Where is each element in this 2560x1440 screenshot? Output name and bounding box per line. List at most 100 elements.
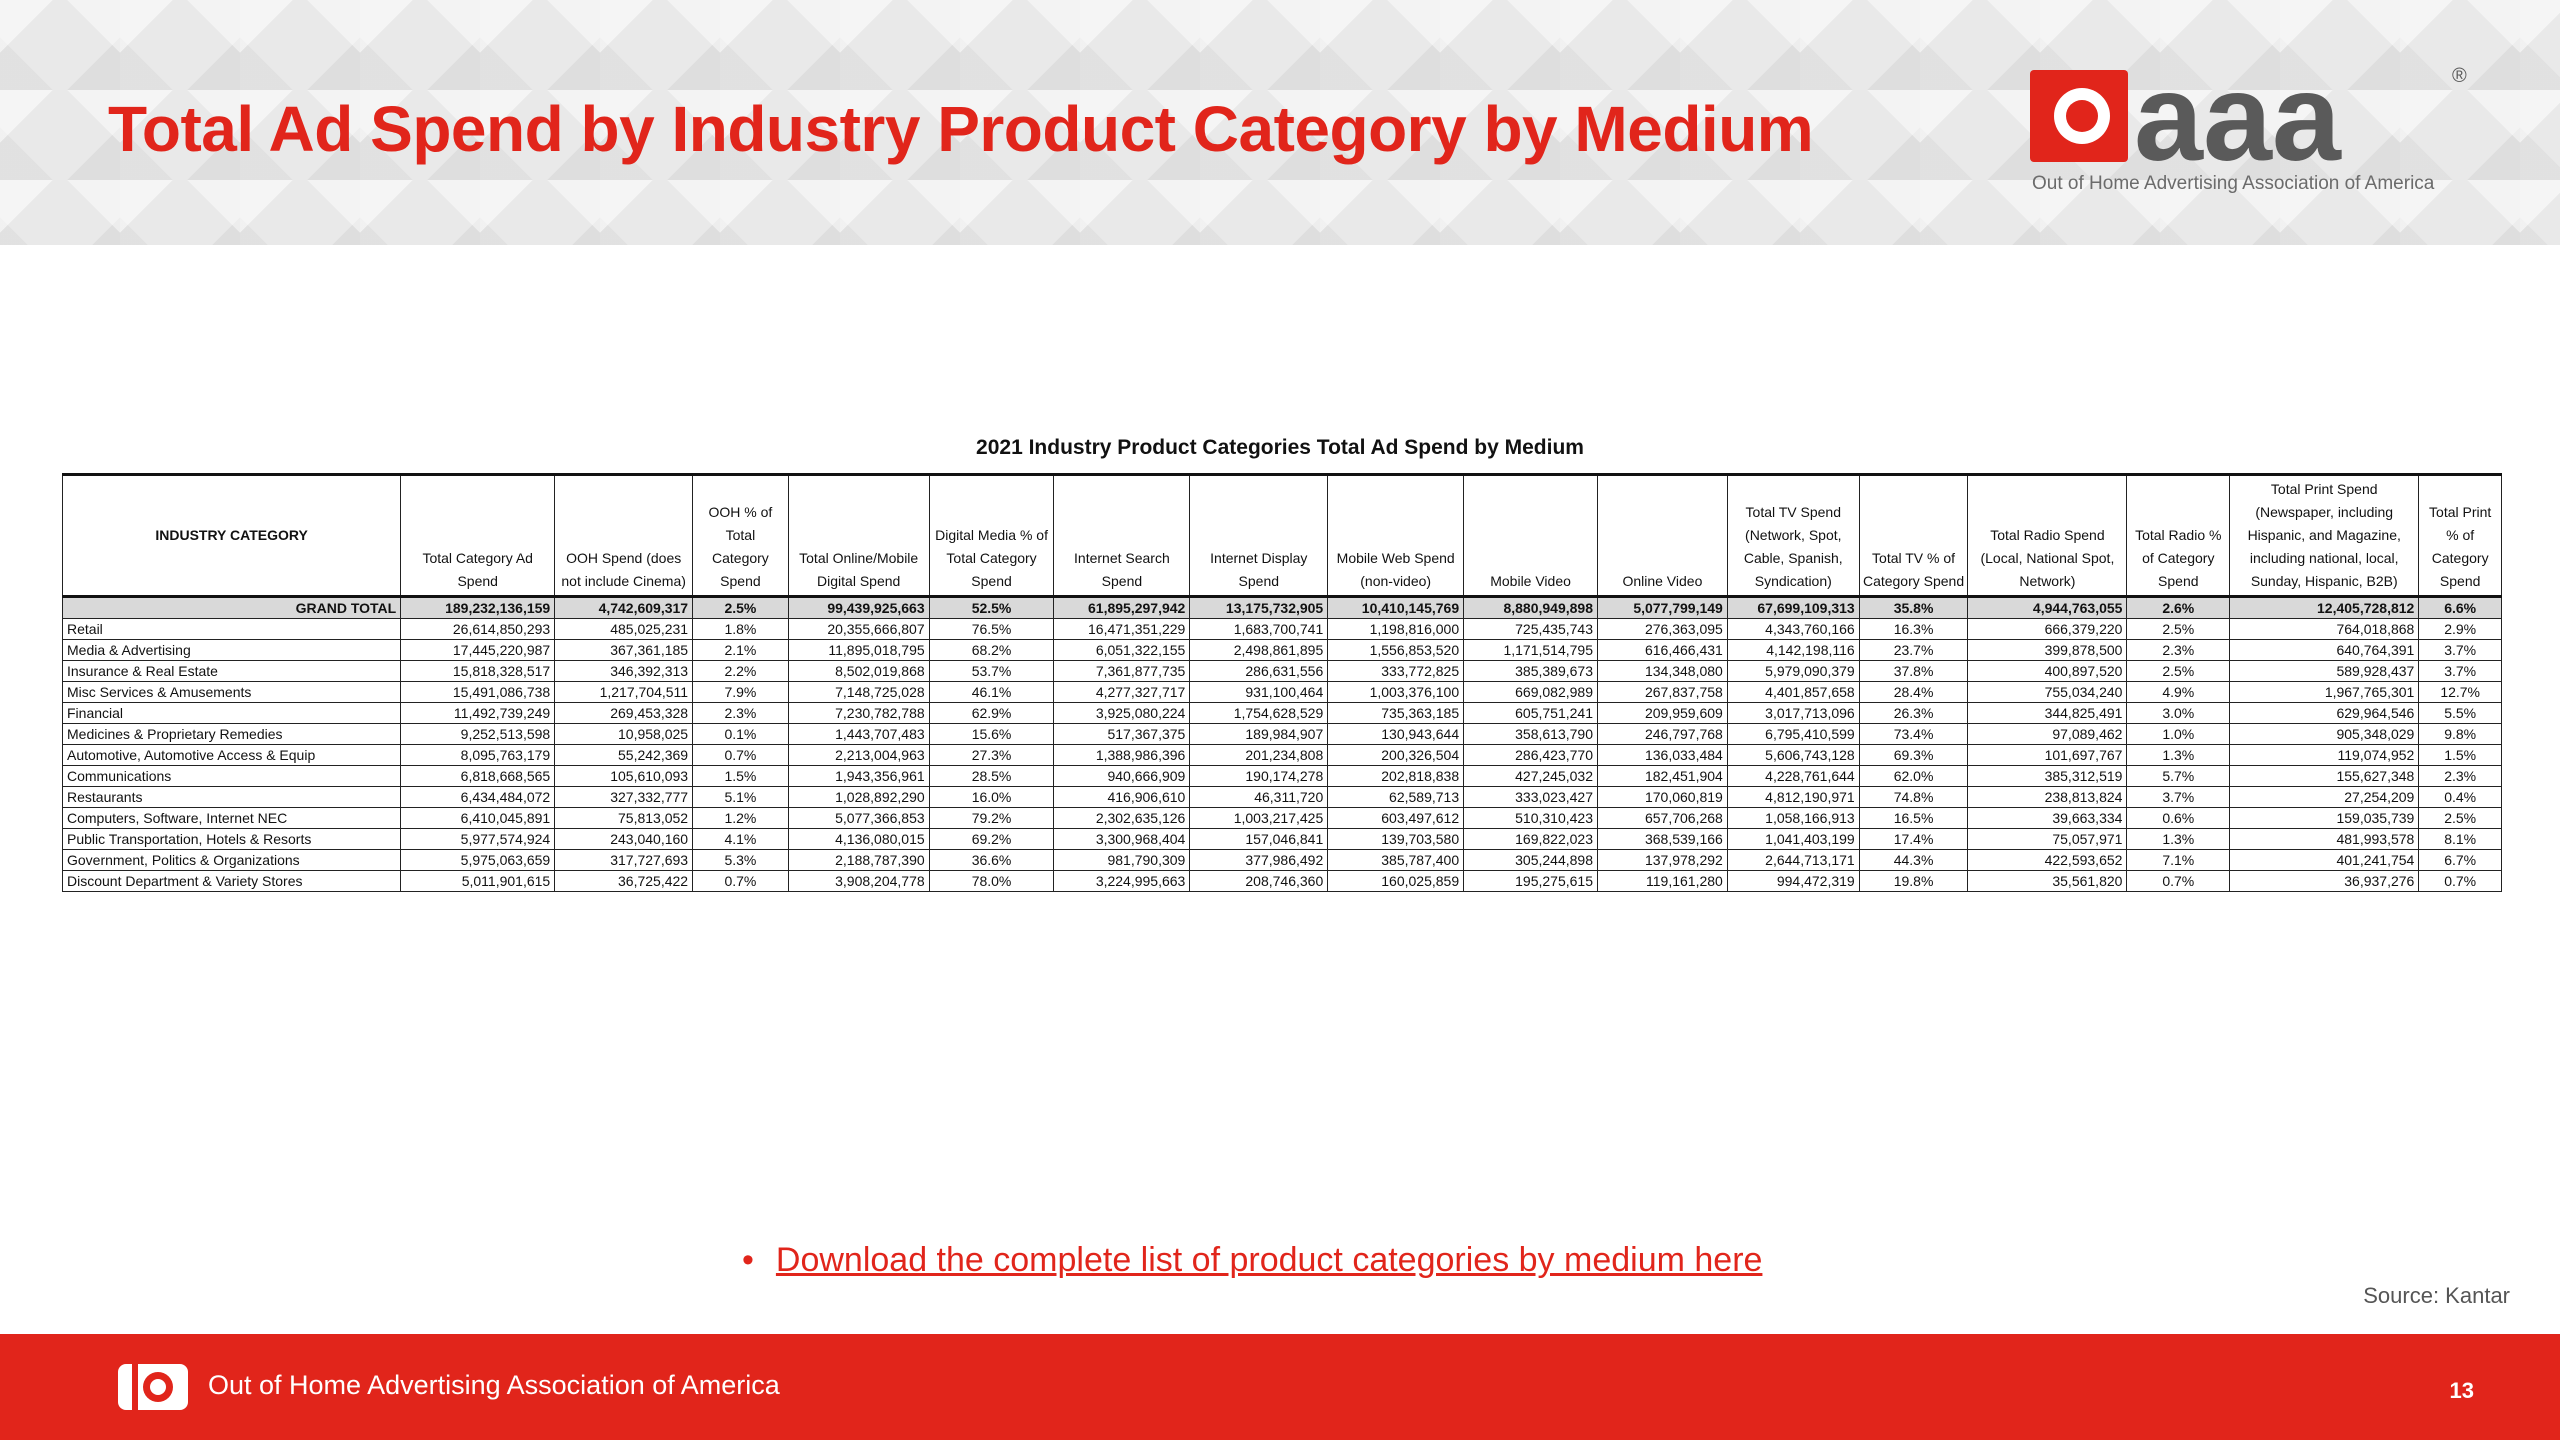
table-cell: 276,363,095 xyxy=(1597,618,1728,640)
table-cell: 5.3% xyxy=(692,849,789,871)
table-cell: 0.4% xyxy=(2418,786,2502,808)
table-cell: 13,175,732,905 xyxy=(1189,596,1329,619)
table-cell: 1,171,514,795 xyxy=(1463,639,1598,661)
table-cell: 0.7% xyxy=(2418,870,2502,892)
table-cell: 2.5% xyxy=(2418,807,2502,829)
table-cell: 209,959,609 xyxy=(1597,702,1728,724)
table-cell: 3.0% xyxy=(2126,702,2231,724)
table-cell: 8,502,019,868 xyxy=(787,660,930,682)
table-cell: 3,925,080,224 xyxy=(1053,702,1191,724)
table-cell: 1,058,166,913 xyxy=(1726,807,1860,829)
table-cell: 159,035,739 xyxy=(2229,807,2420,829)
table-cell: 669,082,989 xyxy=(1463,681,1598,703)
table-row: Restaurants 6,434,484,072 327,332,777 5.1% 1… xyxy=(62,786,2502,808)
download-bullet: • Download the complete list of product c… xyxy=(742,1241,1762,1280)
table-cell: 78.0% xyxy=(928,870,1055,892)
table-cell: 7,230,782,788 xyxy=(787,702,930,724)
table-cell: 4,401,857,658 xyxy=(1726,681,1860,703)
table-cell: 2.2% xyxy=(692,660,789,682)
table-cell: 74.8% xyxy=(1858,786,1969,808)
table-cell: 327,332,777 xyxy=(554,786,694,808)
table-cell: 119,161,280 xyxy=(1597,870,1728,892)
table-cell: 16.3% xyxy=(1858,618,1969,640)
table-cell: 35,561,820 xyxy=(1967,870,2128,892)
table-cell: 1,198,816,000 xyxy=(1327,618,1465,640)
table-caption: 2021 Industry Product Categories Total A… xyxy=(976,436,1584,459)
table-cell: 2.5% xyxy=(692,596,789,619)
table-cell: 55,242,369 xyxy=(554,744,694,766)
table-cell: 1,388,986,396 xyxy=(1053,744,1191,766)
table-cell: 190,174,278 xyxy=(1189,765,1329,787)
table-cell: 11,895,018,795 xyxy=(787,639,930,661)
page-number: 13 xyxy=(2449,1378,2474,1403)
table-cell: 1.3% xyxy=(2126,744,2231,766)
table-cell: 666,379,220 xyxy=(1967,618,2128,640)
table-cell: 400,897,520 xyxy=(1967,660,2128,682)
table-cell: 485,025,231 xyxy=(554,618,694,640)
table-cell: 28.4% xyxy=(1858,681,1969,703)
table-cell: 16.5% xyxy=(1858,807,1969,829)
header-industry-category: INDUSTRY CATEGORY xyxy=(62,473,402,598)
table-cell: 4,944,763,055 xyxy=(1967,596,2128,619)
table-cell: 4,343,760,166 xyxy=(1726,618,1860,640)
table-cell: 15,818,328,517 xyxy=(400,660,556,682)
table-cell: 4.9% xyxy=(2126,681,2231,703)
table-cell: 2.3% xyxy=(692,702,789,724)
table-cell: 0.7% xyxy=(692,744,789,766)
logo-wordmark: aaa xyxy=(2134,60,2342,170)
table-cell: 905,348,029 xyxy=(2229,723,2420,745)
table-cell: 6,434,484,072 xyxy=(400,786,556,808)
table-cell: 994,472,319 xyxy=(1726,870,1860,892)
table-cell: 8.1% xyxy=(2418,828,2502,850)
table-cell: 9.8% xyxy=(2418,723,2502,745)
table-cell: 2,302,635,126 xyxy=(1053,807,1191,829)
industry-category-cell: Computers, Software, Internet NEC xyxy=(62,807,402,829)
table-cell: 1.0% xyxy=(2126,723,2231,745)
table-cell: 267,837,758 xyxy=(1597,681,1728,703)
table-cell: 6.6% xyxy=(2418,596,2502,619)
registered-mark: ® xyxy=(2452,65,2467,87)
table-header-cell: Total Radio % of Category Spend xyxy=(2126,473,2231,598)
table-cell: 12.7% xyxy=(2418,681,2502,703)
table-header-cell: Internet Search Spend xyxy=(1053,473,1191,598)
table-cell: 1.5% xyxy=(2418,744,2502,766)
table-cell: 62.0% xyxy=(1858,765,1969,787)
table-cell: 19.8% xyxy=(1858,870,1969,892)
table-cell: 157,046,841 xyxy=(1189,828,1329,850)
table-row: Retail 26,614,850,293 485,025,231 1.8% 20,35… xyxy=(62,618,2502,640)
table-header-cell: Online Video xyxy=(1597,473,1728,598)
table-header-cell: Mobile Web Spend (non-video) xyxy=(1327,473,1465,598)
industry-category-cell: Insurance & Real Estate xyxy=(62,660,402,682)
table-cell: 427,245,032 xyxy=(1463,765,1598,787)
table-cell: 17,445,220,987 xyxy=(400,639,556,661)
table-cell: 286,631,556 xyxy=(1189,660,1329,682)
table-cell: 1,967,765,301 xyxy=(2229,681,2420,703)
table-cell: 69.2% xyxy=(928,828,1055,850)
header-pattern-band xyxy=(0,0,2560,245)
table-cell: 36,937,276 xyxy=(2229,870,2420,892)
table-cell: 10,958,025 xyxy=(554,723,694,745)
table-cell: 305,244,898 xyxy=(1463,849,1598,871)
table-cell: 2.1% xyxy=(692,639,789,661)
table-cell: 7.9% xyxy=(692,681,789,703)
table-cell: 1.8% xyxy=(692,618,789,640)
table-cell: 0.7% xyxy=(2126,870,2231,892)
table-cell: 344,825,491 xyxy=(1967,702,2128,724)
table-cell: 640,764,391 xyxy=(2229,639,2420,661)
table-cell: 1.2% xyxy=(692,807,789,829)
table-row: Computers, Software, Internet NEC 6,410,0… xyxy=(62,807,2502,829)
ad-spend-table: INDUSTRY CATEGORY Total Category Ad Spend… xyxy=(62,473,2502,892)
table-cell: 1,683,700,741 xyxy=(1189,618,1329,640)
table-cell: 3.7% xyxy=(2418,660,2502,682)
table-cell: 238,813,824 xyxy=(1967,786,2128,808)
table-cell: 68.2% xyxy=(928,639,1055,661)
table-body: GRAND TOTAL 189,232,136,159 4,742,609,317 2… xyxy=(62,596,2502,892)
download-link[interactable]: Download the complete list of product ca… xyxy=(775,1241,1763,1279)
table-cell: 8,880,949,898 xyxy=(1463,596,1598,619)
table-cell: 6,818,668,565 xyxy=(400,765,556,787)
table-cell: 517,367,375 xyxy=(1053,723,1191,745)
table-cell: 201,234,808 xyxy=(1189,744,1329,766)
table-cell: 2,213,004,963 xyxy=(787,744,930,766)
ad-spend-table-container: INDUSTRY CATEGORY Total Category Ad Spend… xyxy=(62,473,2502,903)
table-cell: 8,095,763,179 xyxy=(400,744,556,766)
